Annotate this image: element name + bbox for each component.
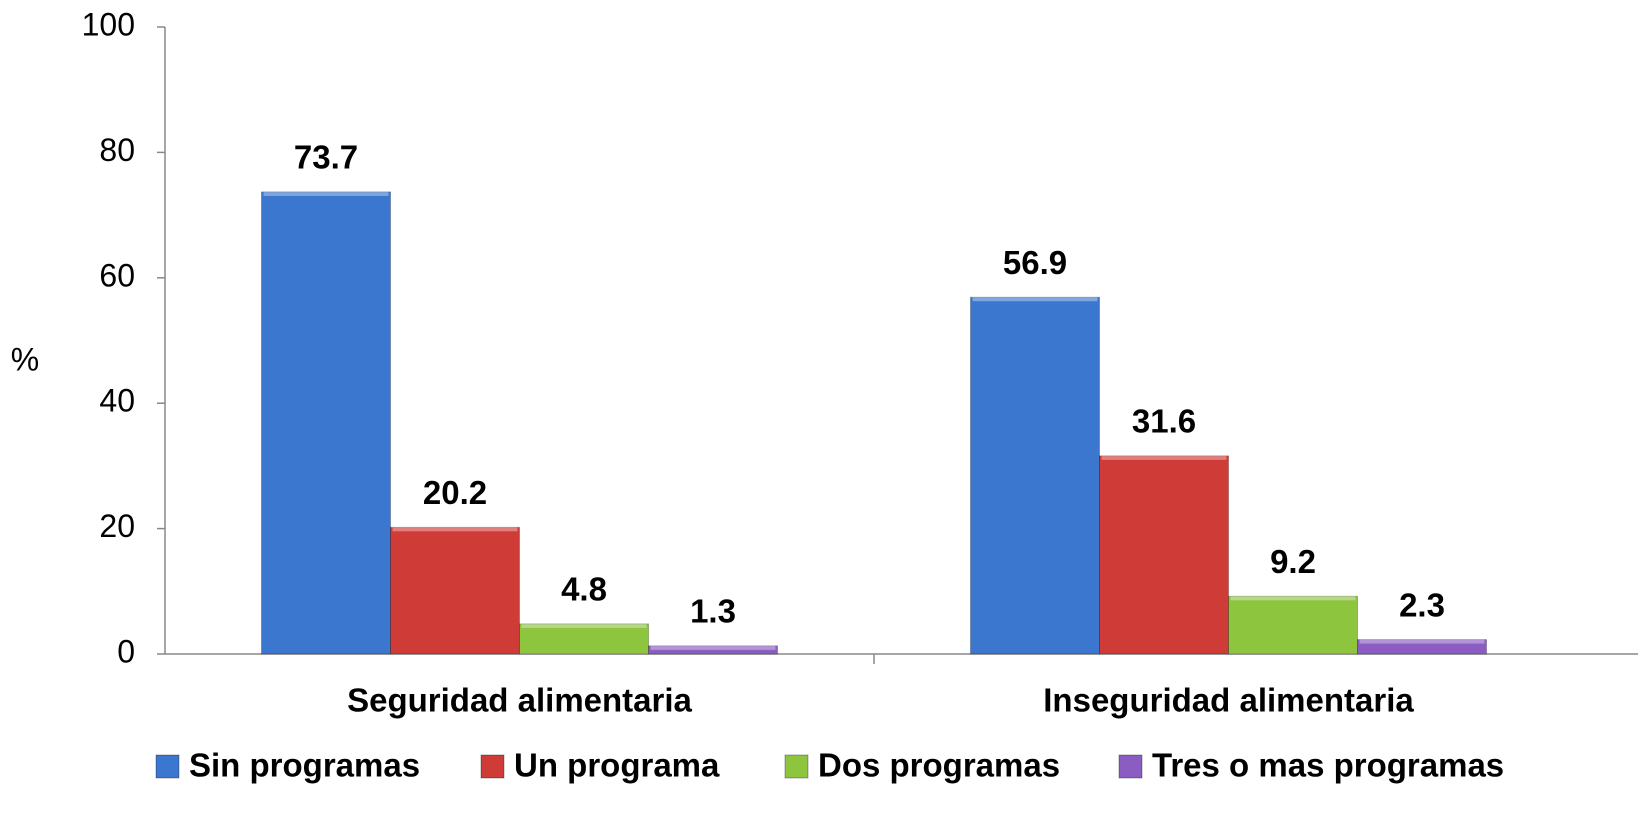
legend-swatch — [155, 754, 180, 779]
x-tick-label: Seguridad alimentaria — [347, 682, 692, 719]
y-tick-label: 100 — [82, 6, 135, 42]
bar — [1099, 455, 1229, 655]
data-label: 9.2 — [1270, 543, 1316, 580]
bar-highlight — [1101, 455, 1227, 460]
data-label: 31.6 — [1132, 403, 1196, 440]
legend-label: Tres o mas programas — [1152, 747, 1504, 784]
bar-highlight — [650, 645, 776, 650]
bar — [261, 191, 391, 655]
bar-highlight — [392, 527, 518, 532]
data-label: 20.2 — [423, 474, 487, 511]
data-label: 4.8 — [561, 571, 607, 608]
x-tick-label: Inseguridad alimentaria — [1043, 682, 1414, 719]
y-tick-label: 80 — [99, 132, 135, 168]
bar — [519, 623, 649, 655]
legend-label: Un programa — [514, 747, 720, 784]
bar — [648, 645, 778, 655]
y-tick-label: 60 — [99, 257, 135, 293]
data-label: 2.3 — [1399, 586, 1445, 623]
legend-swatch — [480, 754, 505, 779]
bar-highlight — [1359, 639, 1485, 644]
legend-swatch — [1118, 754, 1143, 779]
bar-highlight — [1230, 596, 1356, 601]
data-label: 1.3 — [690, 593, 736, 630]
bar — [970, 296, 1100, 655]
bar-highlight — [972, 297, 1098, 302]
y-tick-label: 40 — [99, 383, 135, 419]
legend-label: Sin programas — [189, 747, 420, 784]
bar — [1228, 595, 1358, 655]
legend-swatch — [784, 754, 809, 779]
y-tick-label: 0 — [117, 633, 135, 669]
legend-label: Dos programas — [818, 747, 1060, 784]
bar-highlight — [521, 623, 647, 628]
data-label: 73.7 — [294, 139, 358, 176]
bar — [390, 526, 520, 655]
bar — [1357, 639, 1487, 655]
y-axis-label: % — [11, 341, 39, 377]
bar-highlight — [263, 191, 389, 196]
y-tick-label: 20 — [99, 508, 135, 544]
data-label: 56.9 — [1003, 244, 1067, 281]
